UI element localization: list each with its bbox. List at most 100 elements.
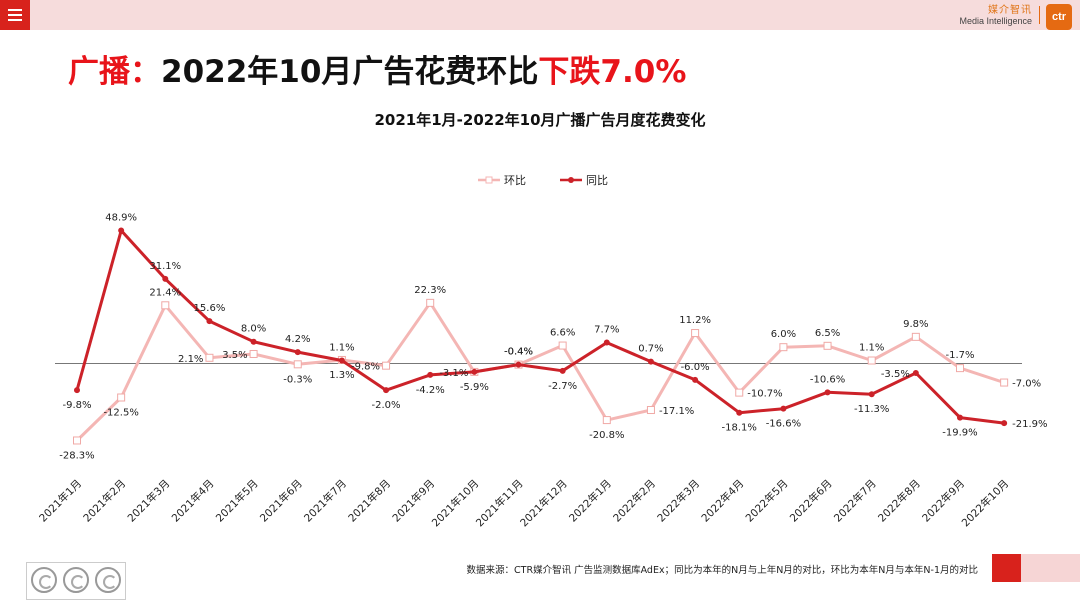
data-label-yoy: -16.6% [766,419,801,430]
data-label-mom: 1.3% [329,370,354,381]
data-point-yoy [1001,420,1008,427]
menu-icon[interactable] [0,0,30,30]
data-label-mom: -0.3% [283,374,312,385]
x-tick-label: 2022年5月 [743,477,791,525]
x-tick-label: 2021年1月 [36,477,84,525]
x-tick-label: 2021年12月 [517,477,569,529]
sgs-badge-icon [63,567,89,593]
sgs-badge-icon [95,567,121,593]
x-tick-label: 2022年9月 [919,477,967,525]
x-tick-label: 2022年10月 [959,477,1011,529]
data-label-mom: 21.4% [149,287,181,298]
data-label-yoy: -21.9% [1012,419,1047,430]
footer-accent-red [992,554,1021,582]
data-label-yoy: -2.0% [372,400,401,411]
data-label-yoy: -6.0% [681,362,710,373]
x-tick-label: 2021年5月 [213,477,261,525]
data-point-yoy [736,409,743,416]
x-tick-label: 2022年1月 [566,477,614,525]
data-label-yoy: -5.9% [460,382,489,393]
data-label-yoy: 1.1% [329,343,354,354]
footer-accent-pink [1021,554,1080,582]
certification-badges [26,562,126,600]
data-point-yoy [780,405,787,412]
data-point-yoy [294,349,301,356]
data-label-yoy: -18.1% [722,423,757,434]
top-bar [0,0,1080,30]
data-point-mom [779,343,788,352]
data-point-yoy [647,358,654,365]
data-point-yoy [118,227,125,234]
data-point-yoy [912,370,919,377]
data-point-yoy [250,338,257,345]
series-line-mom [75,301,1005,442]
data-point-mom [73,436,81,445]
brand: 媒介智讯 Media Intelligence [959,5,1032,26]
data-label-mom: -0.4% [504,347,533,358]
data-point-mom [558,341,567,350]
headline-part1: 广播： [68,54,161,90]
logo-separator [1039,6,1040,24]
data-point-yoy [603,339,610,346]
data-label-yoy: -9.8% [62,400,91,411]
data-point-mom [602,416,611,425]
data-label-mom: -17.1% [659,406,694,417]
x-tick-label: 2021年4月 [169,477,217,525]
data-label-mom: 22.3% [414,285,446,296]
data-point-yoy [338,357,345,364]
data-point-yoy [206,318,213,325]
data-point-mom [117,393,126,402]
data-point-yoy [383,387,390,394]
data-point-mom [249,349,258,358]
x-tick-label: 2021年2月 [81,477,129,525]
data-point-yoy [692,376,699,383]
data-label-mom: -9.8% [351,362,380,373]
x-tick-label: 2022年2月 [610,477,658,525]
brand-en: Media Intelligence [959,15,1032,26]
sgs-badge-icon [31,567,57,593]
legend-marker-mom [485,176,493,184]
data-label-mom: -10.7% [747,389,782,400]
data-point-mom [735,388,744,397]
data-label-mom: 6.5% [815,328,840,339]
headline-part3: 下跌7.0% [538,54,687,90]
data-label-mom: -3.1% [439,368,468,379]
x-tick-label: 2022年4月 [699,477,747,525]
data-label-mom: 9.8% [903,319,928,330]
data-point-yoy [957,414,963,421]
data-point-mom [205,353,214,362]
data-label-yoy: -19.9% [942,428,977,439]
data-point-mom [426,298,435,307]
data-label-yoy: 48.9% [105,212,137,223]
data-label-mom: 6.0% [771,329,796,340]
x-tick-label: 2021年9月 [390,477,438,525]
x-tick-label: 2022年3月 [655,477,703,525]
data-label-yoy: -4.2% [416,385,445,396]
data-label-mom: -28.3% [59,450,94,461]
data-point-yoy [74,387,80,394]
data-point-yoy [868,391,875,398]
x-tick-label: 2021年8月 [346,477,394,525]
x-tick-label: 2021年7月 [301,477,349,525]
data-label-mom: -1.7% [945,350,974,361]
data-point-yoy [559,367,566,374]
data-label-yoy: -11.3% [854,404,889,415]
x-tick-label: 2021年3月 [125,477,173,525]
data-point-mom [382,361,391,370]
data-label-yoy: -0.4% [504,347,533,358]
data-point-mom [956,364,964,373]
data-label-mom: -7.0% [1012,379,1041,390]
data-label-mom: 1.1% [859,343,884,354]
data-label-yoy: 15.6% [194,303,226,314]
legend-label: 同比 [586,174,608,187]
data-label-yoy: 0.7% [638,344,663,355]
x-tick-label: 2021年6月 [257,477,305,525]
data-label-yoy: 4.2% [285,334,310,345]
data-point-mom [911,332,920,341]
ctr-logo: ctr [1046,4,1072,30]
data-point-yoy [515,361,522,368]
data-label-mom: -12.5% [103,408,138,419]
headline-part2: 2022年10月广告花费环比 [161,54,539,90]
data-label-yoy: -10.6% [810,374,845,385]
legend-marker-yoy [568,177,574,183]
